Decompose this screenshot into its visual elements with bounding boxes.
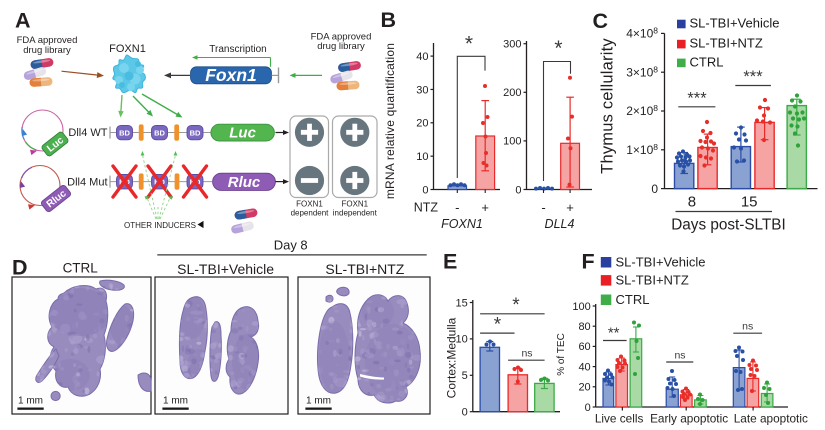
- svg-text:***: ***: [743, 68, 763, 86]
- svg-text:% of TEC: % of TEC: [556, 333, 567, 376]
- svg-text:BD: BD: [154, 129, 165, 138]
- svg-text:Live cells: Live cells: [595, 412, 644, 426]
- svg-text:SL-TBI+NTZ: SL-TBI+NTZ: [325, 261, 404, 277]
- svg-text:drug library: drug library: [23, 45, 71, 56]
- svg-text:4×108: 4×108: [626, 26, 658, 41]
- svg-text:D: D: [12, 256, 28, 280]
- svg-text:60: 60: [578, 341, 590, 353]
- svg-text:FOXN1: FOXN1: [341, 200, 368, 209]
- svg-text:Dll4 Mut: Dll4 Mut: [67, 176, 107, 188]
- svg-text:Thymus cellularity: Thymus cellularity: [599, 38, 617, 174]
- svg-text:30: 30: [416, 84, 428, 96]
- svg-text:CTRL: CTRL: [616, 292, 650, 307]
- svg-text:20: 20: [416, 118, 428, 130]
- svg-text:40: 40: [416, 51, 428, 63]
- svg-text:*: *: [494, 315, 502, 336]
- svg-text:+: +: [481, 200, 489, 215]
- svg-text:Rluc: Rluc: [228, 174, 261, 191]
- svg-text:Transcription: Transcription: [209, 44, 266, 55]
- svg-text:10: 10: [456, 334, 468, 346]
- svg-text:OTHER INDUCERS: OTHER INDUCERS: [124, 221, 196, 230]
- svg-text:mRNA relative quantification: mRNA relative quantification: [383, 43, 397, 199]
- svg-text:2×108: 2×108: [626, 103, 658, 118]
- svg-text:**: **: [608, 325, 620, 342]
- svg-text:200: 200: [503, 87, 521, 99]
- svg-text:FOXN1: FOXN1: [296, 200, 323, 209]
- svg-text:100: 100: [572, 301, 590, 313]
- svg-text:BD: BD: [119, 129, 130, 138]
- svg-text:-: -: [455, 200, 459, 215]
- svg-text:100: 100: [503, 136, 521, 148]
- svg-text:FDA approved: FDA approved: [17, 35, 78, 46]
- svg-text:Late apoptotic: Late apoptotic: [734, 412, 808, 426]
- svg-text:drug library: drug library: [317, 41, 365, 52]
- svg-text:SL-TBI+NTZ: SL-TBI+NTZ: [616, 272, 689, 287]
- svg-text:dependent: dependent: [291, 209, 330, 218]
- svg-text:C: C: [593, 9, 609, 33]
- svg-text:1 mm: 1 mm: [306, 395, 331, 406]
- svg-text:Early apoptotic: Early apoptotic: [650, 412, 728, 426]
- svg-text:A: A: [15, 9, 31, 33]
- svg-text:3×108: 3×108: [626, 64, 658, 79]
- svg-text:E: E: [443, 250, 457, 274]
- svg-text:0: 0: [651, 182, 658, 196]
- svg-text:Dll4 WT: Dll4 WT: [68, 127, 107, 139]
- svg-text:F: F: [582, 250, 595, 274]
- svg-text:CTRL: CTRL: [63, 261, 99, 276]
- svg-text:Day 8: Day 8: [274, 238, 308, 253]
- svg-text:SL-TBI+NTZ: SL-TBI+NTZ: [690, 36, 763, 51]
- svg-text:Foxn1: Foxn1: [205, 65, 257, 85]
- svg-text:Cortex:Medulla: Cortex:Medulla: [445, 317, 459, 398]
- svg-text:0: 0: [422, 184, 428, 196]
- svg-text:0: 0: [585, 402, 591, 414]
- svg-text:CTRL: CTRL: [690, 55, 724, 70]
- svg-text:1 mm: 1 mm: [163, 395, 188, 406]
- svg-text:BD: BD: [190, 129, 201, 138]
- svg-text:*: *: [465, 33, 473, 56]
- svg-text:0: 0: [462, 407, 468, 419]
- svg-text:15: 15: [741, 194, 758, 211]
- svg-text:***: ***: [687, 90, 707, 108]
- svg-text:Luc: Luc: [229, 125, 256, 142]
- svg-text:+: +: [566, 200, 574, 215]
- svg-text:1×108: 1×108: [626, 142, 658, 157]
- svg-text:NTZ: NTZ: [414, 201, 439, 215]
- svg-text:10: 10: [416, 151, 428, 163]
- svg-text:SL-TBI+Vehicle: SL-TBI+Vehicle: [177, 261, 274, 277]
- svg-text:SL-TBI+Vehicle: SL-TBI+Vehicle: [616, 254, 706, 269]
- svg-text:-: -: [541, 200, 545, 215]
- svg-text:ns: ns: [742, 321, 753, 333]
- svg-text:300: 300: [503, 39, 521, 51]
- svg-text:40: 40: [578, 361, 590, 373]
- svg-text:20: 20: [578, 382, 590, 394]
- svg-text:*: *: [554, 37, 562, 60]
- svg-text:80: 80: [578, 321, 590, 333]
- svg-text:ns: ns: [521, 348, 532, 360]
- svg-text:SL-TBI+Vehicle: SL-TBI+Vehicle: [690, 16, 780, 31]
- svg-text:0: 0: [515, 184, 521, 196]
- svg-text:*: *: [512, 295, 520, 316]
- svg-text:FDA approved: FDA approved: [311, 32, 372, 43]
- svg-text:B: B: [381, 8, 397, 32]
- svg-text:1 mm: 1 mm: [18, 395, 43, 406]
- svg-text:independent: independent: [333, 209, 378, 218]
- svg-text:ns: ns: [674, 350, 685, 362]
- svg-text:15: 15: [456, 297, 468, 309]
- svg-text:FOXN1: FOXN1: [441, 217, 483, 231]
- svg-text:FOXN1: FOXN1: [109, 43, 146, 55]
- svg-text:Days post-SLTBI: Days post-SLTBI: [671, 217, 785, 234]
- svg-text:DLL4: DLL4: [545, 217, 575, 231]
- svg-text:5: 5: [462, 370, 468, 382]
- svg-text:8: 8: [688, 194, 696, 211]
